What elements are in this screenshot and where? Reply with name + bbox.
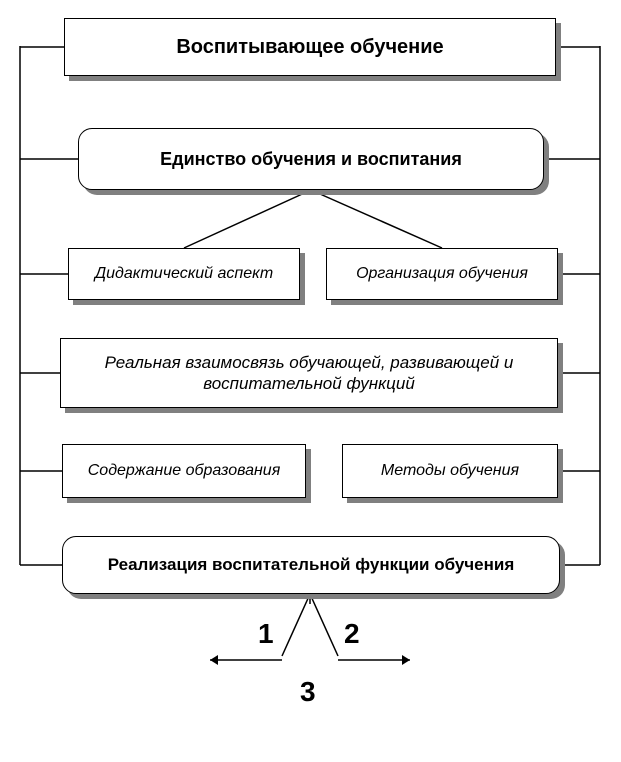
- node-label-n6: Содержание образования: [88, 461, 281, 481]
- node-n7: Методы обучения: [342, 444, 558, 498]
- node-label-n8: Реализация воспитательной функции обучен…: [108, 554, 515, 575]
- node-n3: Дидактический аспект: [68, 248, 300, 300]
- node-n1: Воспитывающее обучение: [64, 18, 556, 76]
- bottom-label-l1: 1: [258, 618, 274, 650]
- node-label-n3: Дидактический аспект: [95, 264, 273, 284]
- node-n6: Содержание образования: [62, 444, 306, 498]
- bottom-label-l2: 2: [344, 618, 360, 650]
- node-label-n2: Единство обучения и воспитания: [160, 148, 462, 171]
- node-n8: Реализация воспитательной функции обучен…: [62, 536, 560, 594]
- node-n2: Единство обучения и воспитания: [78, 128, 544, 190]
- node-n5: Реальная взаимосвязь обучающей, развиваю…: [60, 338, 558, 408]
- node-label-n5: Реальная взаимосвязь обучающей, развиваю…: [71, 352, 547, 395]
- node-n4: Организация обучения: [326, 248, 558, 300]
- bottom-label-l3: 3: [300, 676, 316, 708]
- node-label-n7: Методы обучения: [381, 461, 519, 481]
- node-label-n4: Организация обучения: [356, 264, 528, 284]
- node-label-n1: Воспитывающее обучение: [176, 35, 443, 60]
